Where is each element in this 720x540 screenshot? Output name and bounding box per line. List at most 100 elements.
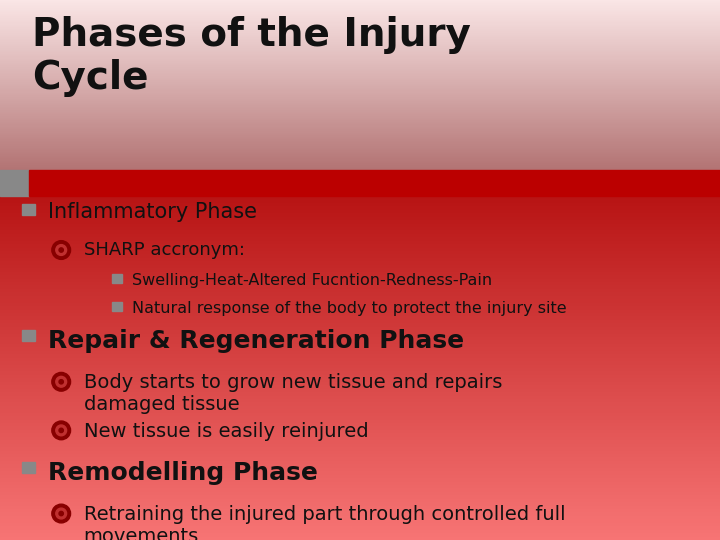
Bar [0, 168, 720, 170]
Bar [0, 132, 720, 134]
Bar [0, 113, 720, 115]
Bar [0, 488, 720, 492]
Bar [0, 143, 720, 145]
Bar [0, 145, 720, 147]
Bar [0, 347, 720, 351]
Bar [0, 21, 720, 23]
Bar [0, 70, 720, 72]
Bar [0, 392, 720, 395]
Bar [0, 368, 720, 372]
Bar [0, 413, 720, 416]
Bar [0, 127, 720, 130]
Ellipse shape [56, 508, 67, 519]
Bar [0, 53, 720, 55]
Bar [0, 468, 720, 471]
Bar [0, 30, 720, 32]
Bar [0, 130, 720, 132]
Bar [0, 427, 720, 430]
Bar [0, 111, 720, 113]
Bar [0, 457, 720, 461]
Bar [0, 164, 720, 166]
Bar [0, 289, 720, 292]
Bar [0, 354, 720, 357]
Bar [0, 68, 720, 70]
Text: Retraining the injured part through controlled full
movements: Retraining the injured part through cont… [84, 505, 565, 540]
Bar [22, 462, 35, 473]
Bar [0, 423, 720, 427]
Bar [0, 519, 720, 523]
Bar [22, 204, 35, 215]
Bar [0, 434, 720, 437]
Bar [0, 450, 720, 454]
Bar [0, 526, 720, 530]
Bar [0, 19, 720, 21]
Bar [0, 91, 720, 93]
Bar [0, 495, 720, 499]
Bar [112, 302, 122, 311]
Bar [0, 406, 720, 409]
Ellipse shape [56, 376, 67, 387]
Bar [0, 361, 720, 365]
Bar [0, 89, 720, 91]
Bar [0, 499, 720, 502]
Bar [0, 75, 720, 77]
Bar [0, 444, 720, 447]
Bar [0, 399, 720, 402]
Ellipse shape [56, 425, 67, 436]
Bar [0, 299, 720, 302]
Bar [0, 125, 720, 127]
Bar [0, 265, 720, 268]
Bar [0, 57, 720, 59]
Bar [0, 275, 720, 279]
Bar [0, 117, 720, 119]
Bar [0, 96, 720, 98]
Bar [0, 357, 720, 361]
Bar [0, 475, 720, 478]
Text: Body starts to grow new tissue and repairs
damaged tissue: Body starts to grow new tissue and repai… [84, 373, 502, 414]
Bar [0, 234, 720, 237]
Bar [0, 254, 720, 258]
Bar [0, 115, 720, 117]
Bar [0, 40, 720, 43]
Bar [0, 9, 720, 11]
Bar [0, 416, 720, 420]
Bar [0, 147, 720, 149]
Bar [0, 454, 720, 457]
Bar [0, 502, 720, 505]
Bar [0, 159, 720, 161]
Text: New tissue is easily reinjured: New tissue is easily reinjured [84, 422, 368, 441]
Bar [0, 66, 720, 68]
Bar [0, 268, 720, 272]
Bar [0, 327, 720, 330]
Bar [0, 199, 720, 203]
Bar [0, 323, 720, 327]
Bar [0, 237, 720, 241]
Text: Inflammatory Phase: Inflammatory Phase [48, 202, 256, 222]
Bar [0, 15, 720, 17]
Bar [0, 77, 720, 79]
Bar [0, 106, 720, 109]
Bar [0, 241, 720, 244]
Bar [0, 45, 720, 47]
Bar [0, 49, 720, 51]
Bar [0, 149, 720, 151]
Bar [0, 121, 720, 123]
Bar [0, 51, 720, 53]
Bar [0, 430, 720, 434]
Bar [0, 509, 720, 512]
Bar [0, 437, 720, 440]
Bar [0, 364, 720, 368]
Bar [0, 81, 720, 83]
Bar [0, 13, 720, 15]
Bar [0, 533, 720, 537]
Bar [0, 248, 720, 251]
Bar [0, 251, 720, 254]
Bar [0, 79, 720, 81]
Ellipse shape [56, 245, 67, 255]
Bar [0, 537, 720, 540]
Ellipse shape [59, 511, 63, 516]
Bar [0, 341, 720, 344]
Bar [0, 461, 720, 464]
Bar [0, 93, 720, 96]
Bar [0, 102, 720, 104]
